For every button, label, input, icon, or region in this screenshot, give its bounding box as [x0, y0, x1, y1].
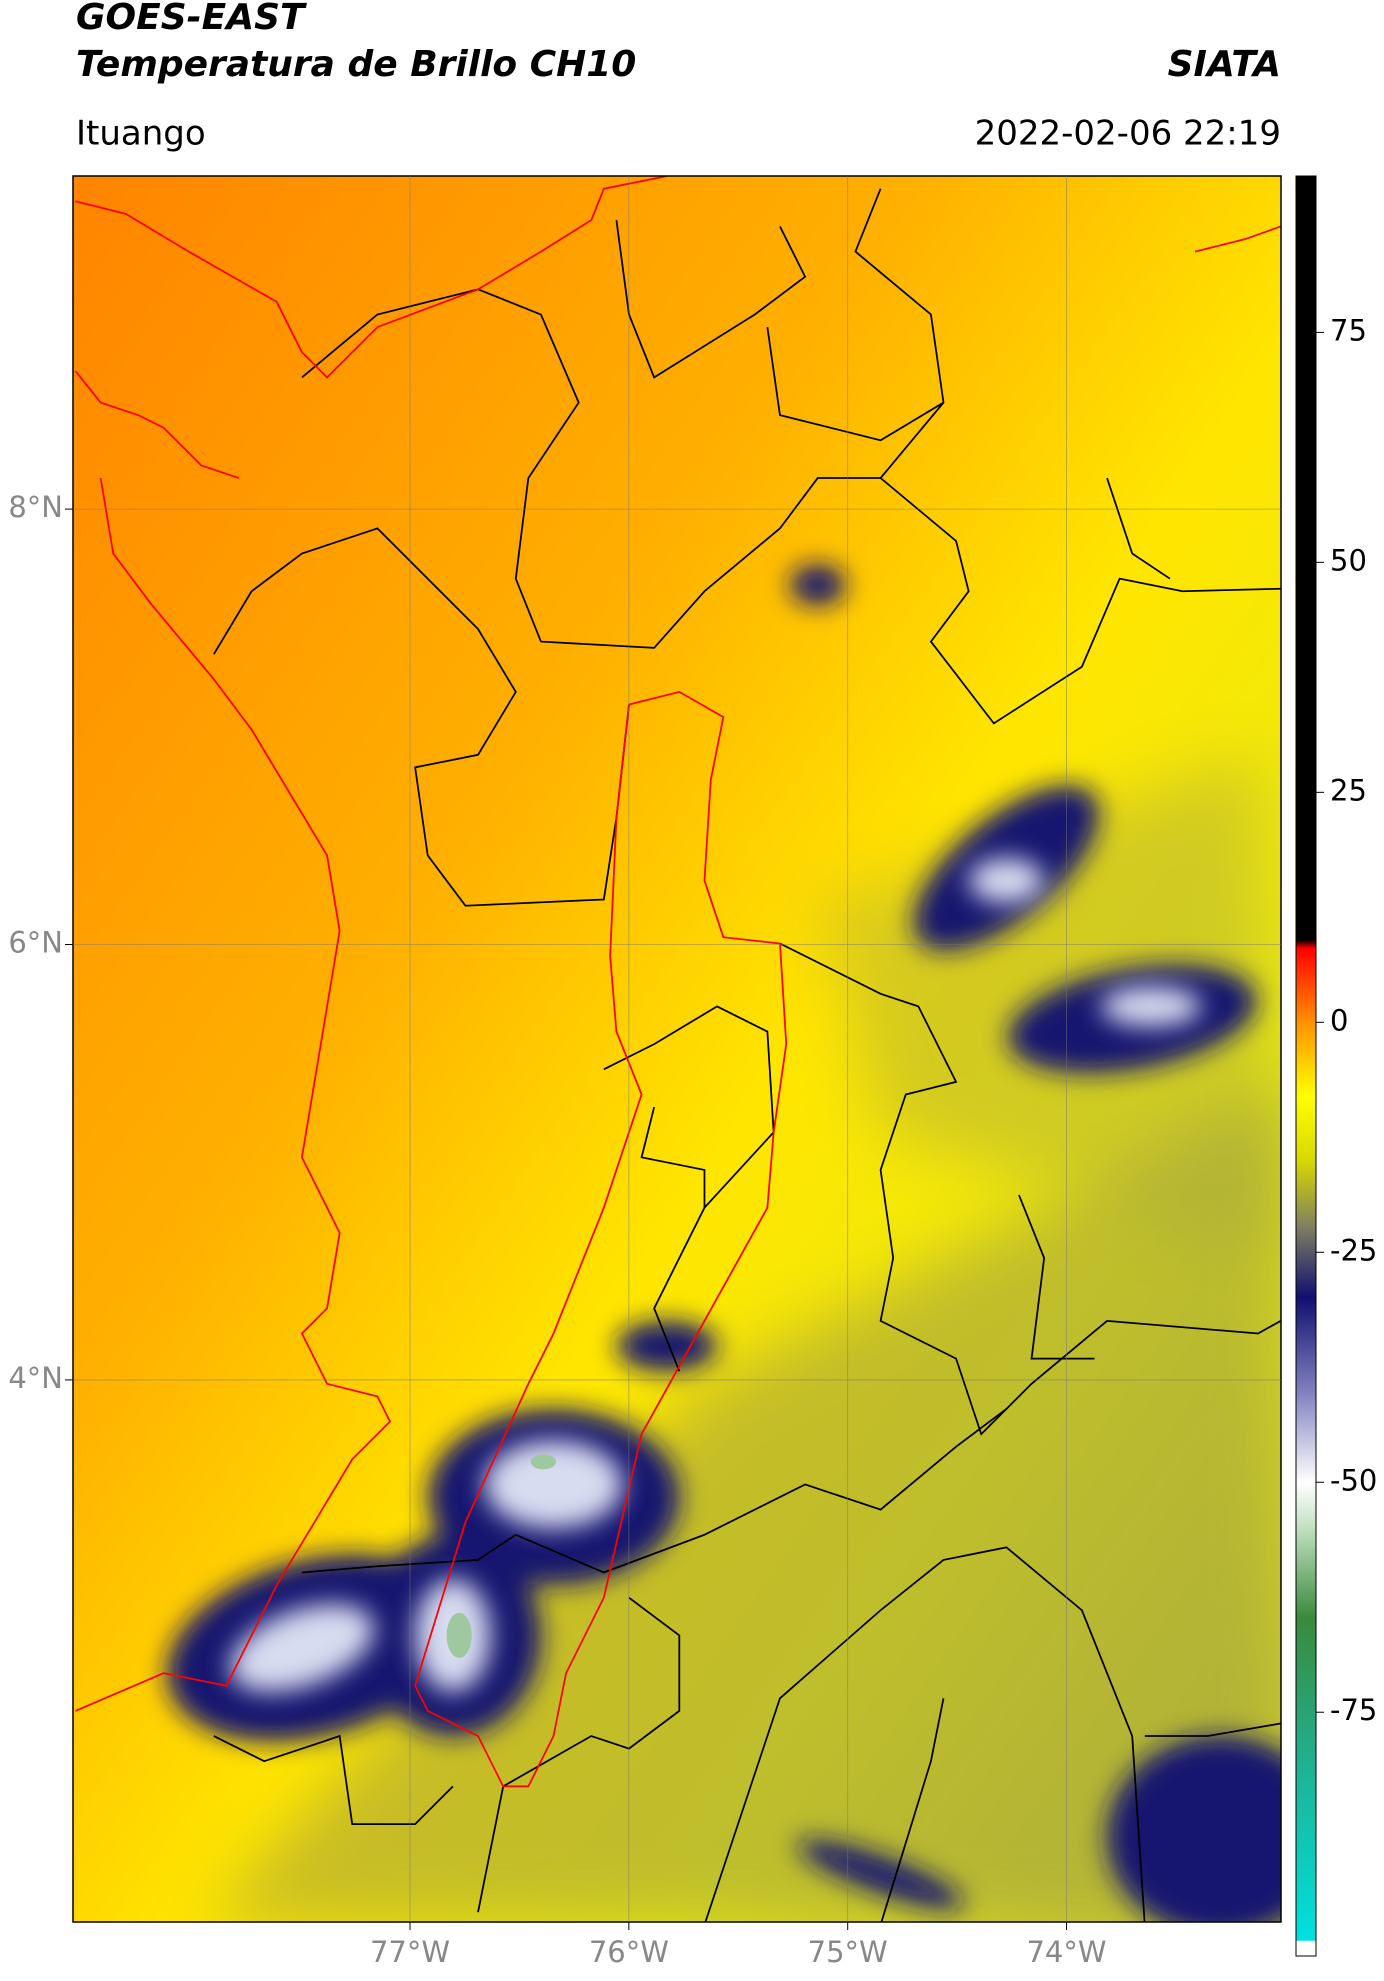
location: Ituango	[76, 114, 206, 154]
colorbar-label: -25	[1330, 1233, 1377, 1267]
datetime: 2022-02-06 22:19	[975, 114, 1281, 154]
colorbar-label: -75	[1330, 1693, 1377, 1727]
map-image	[73, 176, 1281, 1922]
colorbar-label: 50	[1330, 543, 1367, 577]
source: SIATA	[1168, 44, 1281, 85]
colorbar-label: 75	[1330, 313, 1367, 347]
map-frame	[72, 175, 1282, 1923]
lat-label: 4°N	[8, 1361, 63, 1395]
lon-label: 75°W	[808, 1935, 888, 1969]
lat-label: 6°N	[8, 926, 63, 960]
lon-label: 77°W	[370, 1935, 450, 1969]
lon-label: 76°W	[589, 1935, 669, 1969]
lon-label: 74°W	[1026, 1935, 1106, 1969]
lat-label: 8°N	[8, 490, 63, 524]
colorbar	[1295, 175, 1317, 1957]
colorbar-label: -50	[1330, 1463, 1377, 1497]
subtitle: Temperatura de Brillo CH10	[76, 44, 636, 85]
colorbar-label: 25	[1330, 773, 1367, 807]
colorbar-label: 0	[1330, 1003, 1348, 1037]
title: GOES-EAST	[76, 0, 307, 38]
